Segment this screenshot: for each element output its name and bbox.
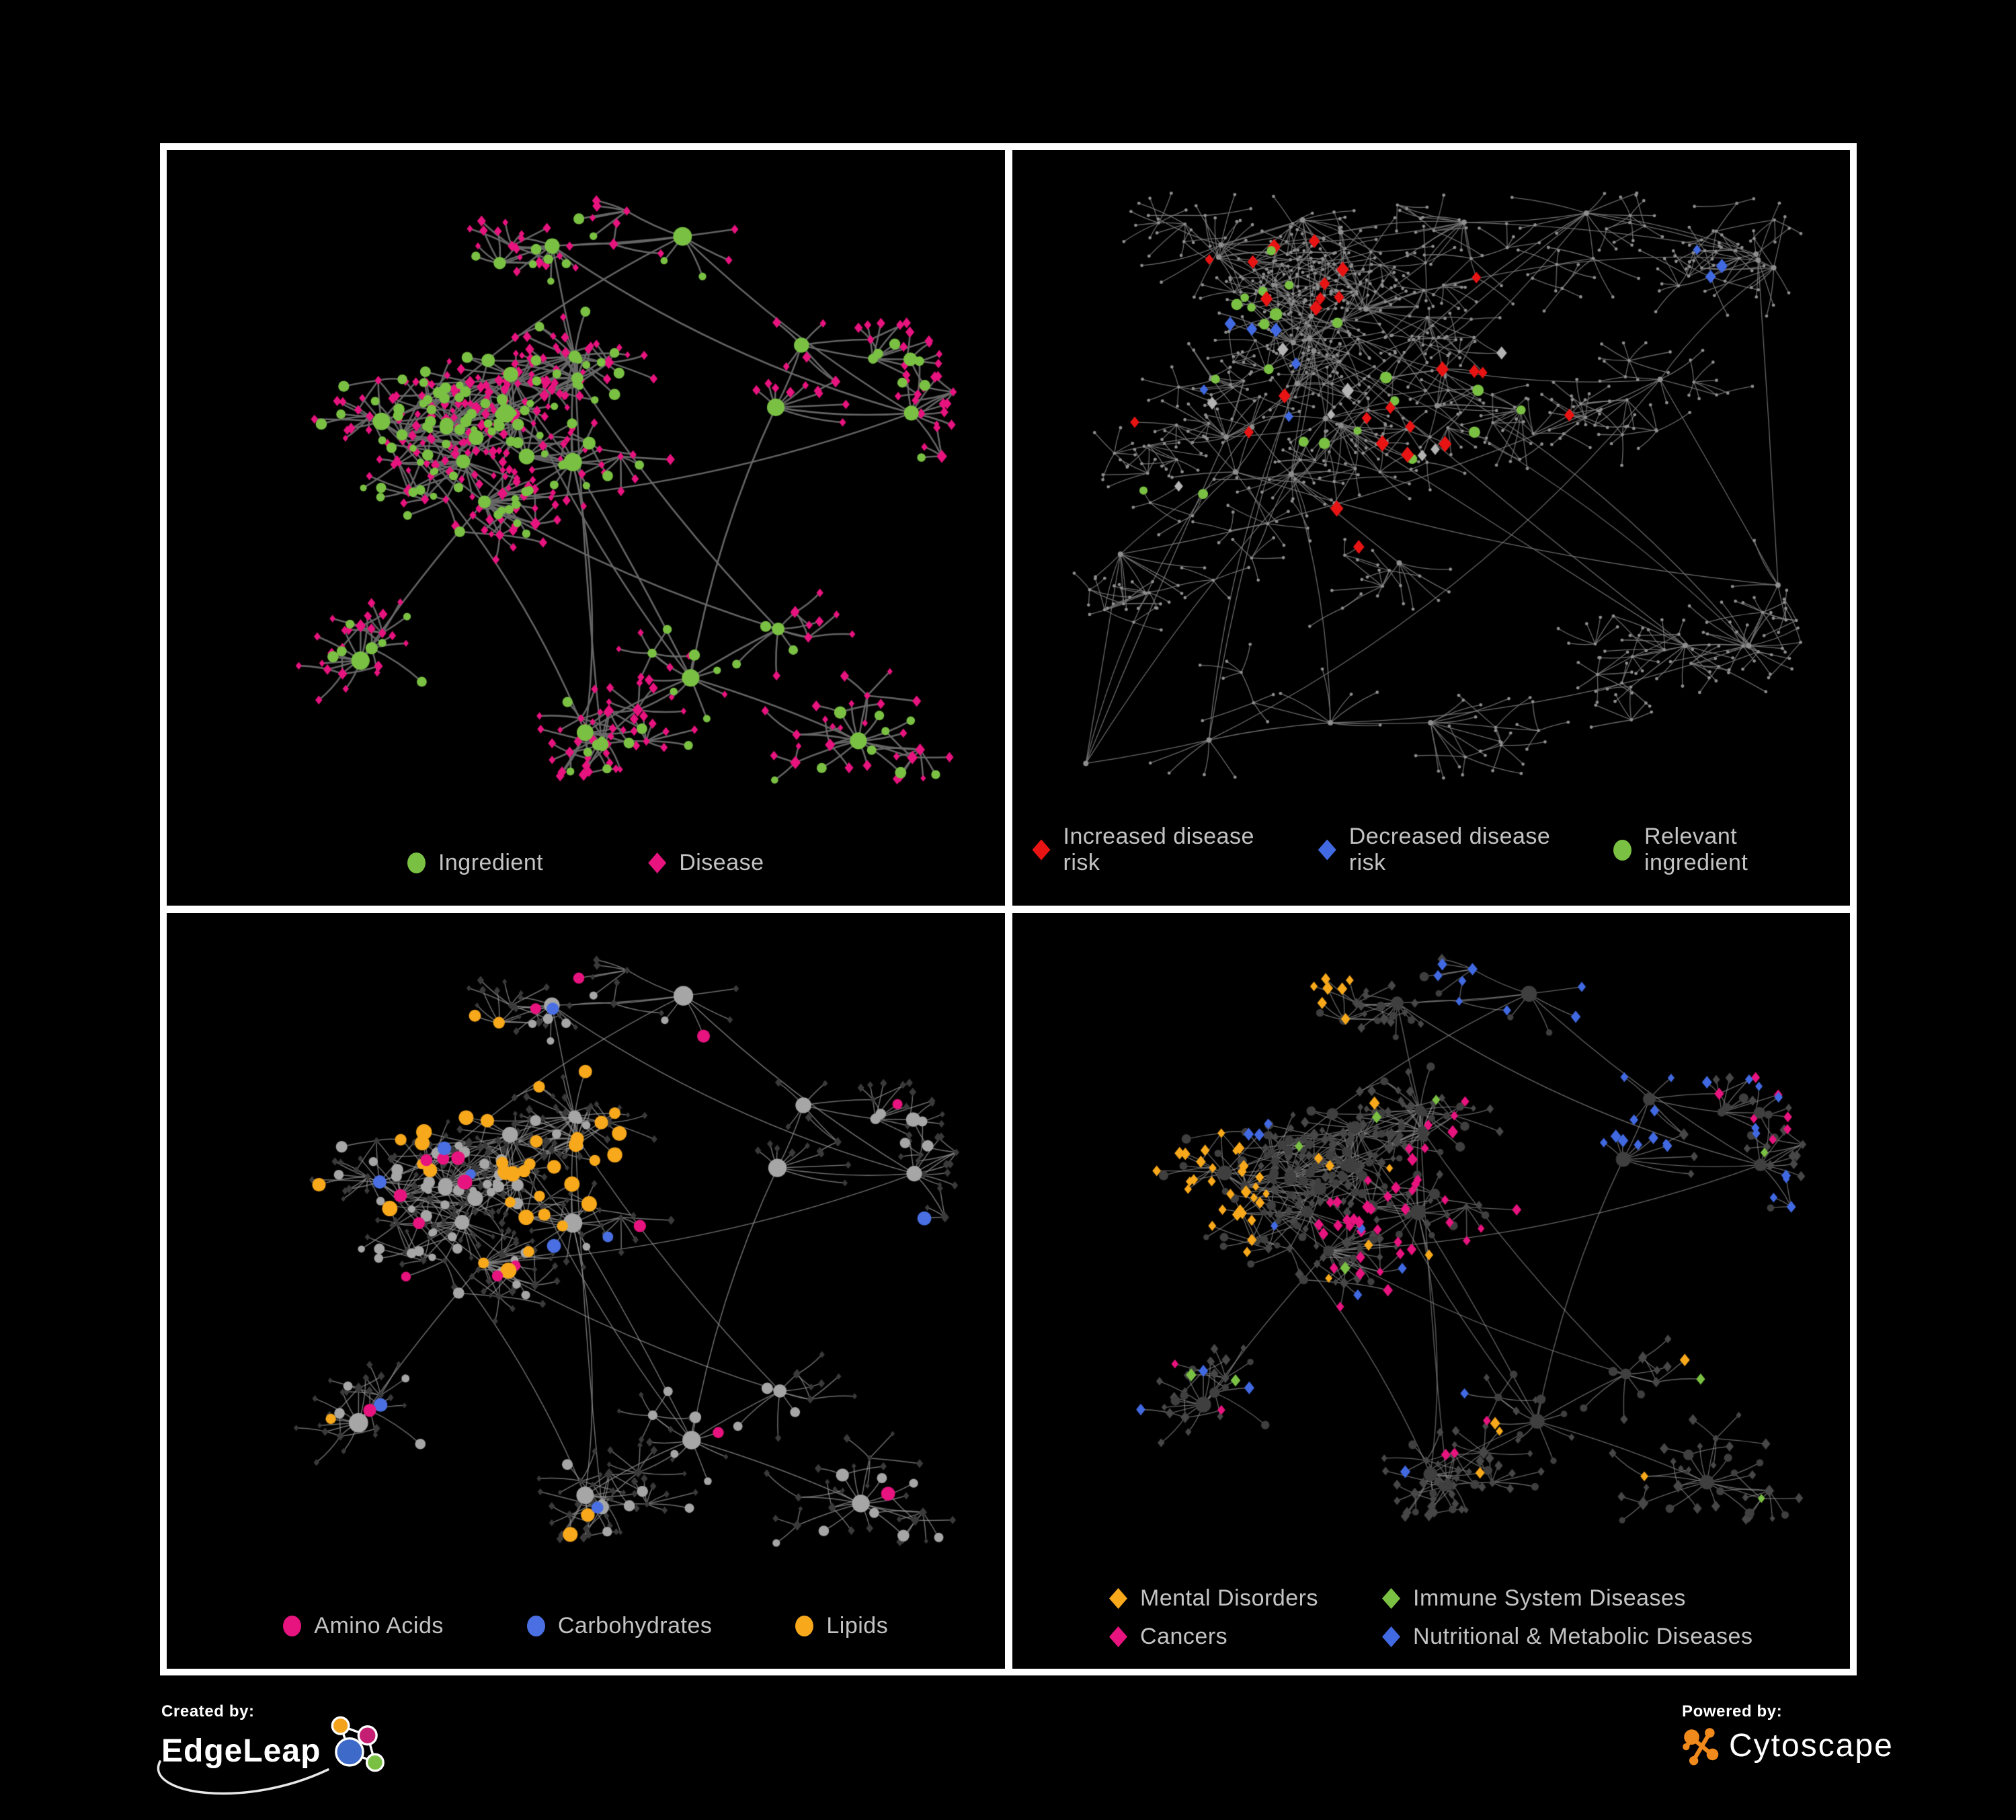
panel-disease-risk: Increased disease risk Decreased disease… <box>1012 150 1851 906</box>
legend-label: Decreased disease risk <box>1348 824 1551 875</box>
cytoscape-logo-text: Cytoscape <box>1729 1727 1894 1764</box>
legend-label: Increased disease risk <box>1063 824 1254 875</box>
circle-marker-icon <box>407 853 426 873</box>
diamond-marker-icon <box>648 853 667 873</box>
legend-label: Immune System Diseases <box>1413 1585 1686 1611</box>
created-by-label: Created by: <box>161 1702 255 1720</box>
legend-label: Cancers <box>1140 1624 1228 1649</box>
legend-label: Relevant ingredient <box>1644 824 1748 875</box>
legend-item-cancers: Cancers <box>1109 1624 1318 1650</box>
legend-label: Nutritional & Metabolic Diseases <box>1413 1624 1753 1649</box>
legend-item-decreased-risk: Decreased disease risk <box>1318 824 1573 876</box>
circle-marker-icon <box>283 1616 302 1636</box>
ingredient-disease-legend: Ingredient Disease <box>167 850 1005 876</box>
legend-item-nutritional-metabolic-diseases: Nutritional & Metabolic Diseases <box>1382 1624 1752 1650</box>
chemical-classes-network-canvas <box>167 913 1005 1669</box>
diamond-marker-icon <box>1318 839 1336 861</box>
legend-label: Disease <box>679 850 764 875</box>
panel-ingredient-disease: Ingredient Disease <box>167 150 1005 906</box>
legend-item-relevant-ingredient: Relevant ingredient <box>1613 824 1830 876</box>
panel-chemical-classes: Amino Acids Carbohydrates Lipids <box>167 913 1005 1669</box>
legend-item-carbohydrates: Carbohydrates <box>526 1613 713 1639</box>
edgeleap-credit[interactable]: Created by: EdgeLeap <box>157 1702 391 1795</box>
legend-item-increased-risk: Increased disease risk <box>1032 824 1278 876</box>
legend-item-mental-disorders: Mental Disorders <box>1109 1585 1318 1612</box>
legend-item-immune-system-diseases: Immune System Diseases <box>1382 1585 1752 1612</box>
chemical-classes-legend: Amino Acids Carbohydrates Lipids <box>167 1613 1005 1639</box>
legend-label: Ingredient <box>438 850 544 875</box>
panel-grid: Ingredient Disease Increased disease ris… <box>160 143 1857 1675</box>
disease-classes-legend: Mental Disorders Immune System Diseases … <box>1012 1585 1851 1650</box>
disease-classes-network-canvas <box>1012 913 1850 1669</box>
legend-label: Lipids <box>826 1613 889 1638</box>
legend-item-disease: Disease <box>648 850 764 876</box>
circle-marker-icon <box>1613 839 1631 861</box>
edgeleap-logo-text: EdgeLeap <box>161 1733 321 1769</box>
cytoscape-logo-icon <box>1683 1728 1719 1766</box>
diamond-marker-icon <box>1382 1626 1401 1647</box>
legend-item-ingredient: Ingredient <box>407 850 543 876</box>
legend-label: Carbohydrates <box>557 1613 713 1638</box>
circle-marker-icon <box>795 1616 814 1636</box>
powered-by-label: Powered by: <box>1682 1702 1783 1720</box>
diamond-marker-icon <box>1382 1588 1401 1609</box>
diamond-marker-icon <box>1032 839 1051 861</box>
legend-label: Mental Disorders <box>1140 1585 1319 1611</box>
ingredient-disease-network-canvas <box>167 150 1005 906</box>
edgeleap-logo-icon <box>331 1716 385 1772</box>
disease-risk-legend: Increased disease risk Decreased disease… <box>1012 824 1851 876</box>
diamond-marker-icon <box>1109 1588 1128 1609</box>
legend-item-lipids: Lipids <box>795 1613 888 1639</box>
cytoscape-credit[interactable]: Powered by: Cytoscape <box>1682 1702 1894 1767</box>
circle-marker-icon <box>526 1616 545 1636</box>
legend-label: Amino Acids <box>314 1613 444 1638</box>
legend-item-amino-acids: Amino Acids <box>283 1613 444 1639</box>
disease-risk-network-canvas <box>1012 150 1850 906</box>
diamond-marker-icon <box>1109 1626 1128 1647</box>
panel-disease-classes: Mental Disorders Immune System Diseases … <box>1012 913 1851 1669</box>
